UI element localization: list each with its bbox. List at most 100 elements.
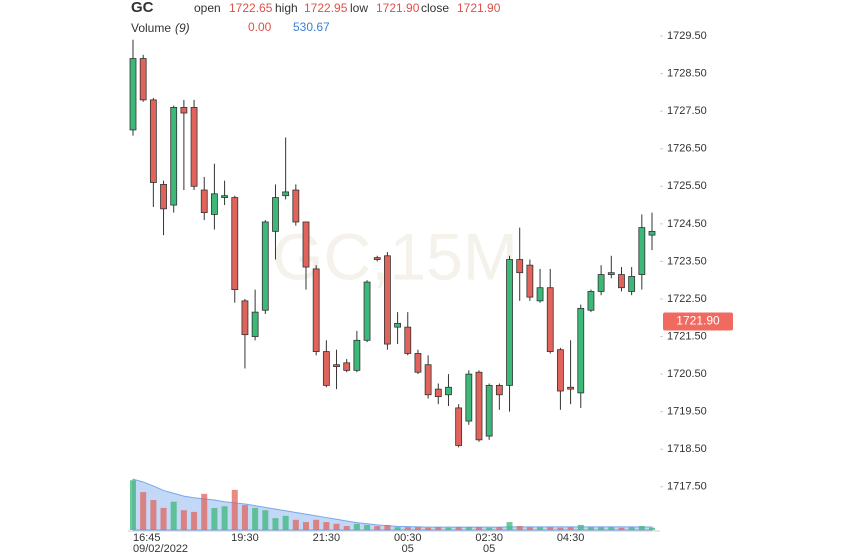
candle-body [434, 388, 442, 398]
x-date-label: 05 [483, 543, 495, 555]
candle-body [587, 291, 595, 311]
candle-body [628, 276, 636, 292]
volume-bar [628, 527, 635, 530]
volume-bar [130, 480, 136, 530]
volume-bar [221, 506, 228, 530]
candle-body [618, 274, 625, 289]
candle-body [251, 311, 259, 337]
volume-bar [577, 524, 584, 530]
volume-bar [649, 527, 655, 530]
volume-bar [506, 522, 513, 530]
candle-body [445, 386, 452, 396]
candle-body [495, 384, 503, 396]
candle-body [343, 362, 351, 371]
volume-bar [333, 523, 340, 530]
candle-body [536, 287, 544, 302]
volume-ma-area [132, 478, 653, 531]
volume-bar [252, 507, 259, 530]
y-tick-label: 1717.50 [667, 481, 707, 493]
y-tick-label: 1720.50 [667, 368, 707, 380]
candle-body [465, 373, 473, 422]
volume-bar [282, 515, 289, 530]
volume-ma-value: 530.67 [293, 20, 330, 34]
volume-bar [465, 527, 472, 530]
volume-bar [486, 527, 493, 530]
candle-body [200, 189, 208, 213]
volume-bar [292, 519, 299, 530]
volume-bar [201, 493, 208, 530]
candle-body [506, 259, 513, 386]
x-tick-label: 04:30 [557, 532, 585, 544]
x-date-label: 09/02/2022 [133, 543, 188, 555]
volume-bar [211, 507, 218, 530]
y-tick-label: 1722.50 [667, 293, 707, 305]
ohlc-name: open [194, 1, 221, 15]
candle-body [404, 326, 412, 354]
volume-bar [587, 527, 594, 530]
ohlc-value: 1722.65 [229, 1, 273, 15]
volume-bar [445, 527, 452, 530]
volume-bar [313, 519, 320, 530]
volume-bar [425, 527, 432, 530]
volume-bar [140, 492, 147, 530]
volume-bar [557, 527, 564, 530]
candle-body [333, 364, 340, 367]
candle-body [282, 191, 290, 197]
candle-body [221, 195, 228, 198]
volume-bar [374, 526, 381, 530]
volume-bar [537, 527, 544, 530]
y-tick-label: 1728.50 [667, 67, 707, 79]
candle-body [567, 386, 574, 390]
candle-body [363, 281, 371, 341]
volume-bar [496, 527, 503, 530]
volume-bar [323, 522, 330, 530]
x-tick-label: 16:45 [133, 532, 161, 544]
ohlc-name: high [275, 1, 298, 15]
volume-bar [435, 527, 442, 530]
symbol: GC [131, 0, 154, 16]
y-tick-label: 1727.50 [667, 105, 707, 117]
candle-body [557, 349, 564, 392]
volume-period: (9) [175, 21, 190, 35]
x-date-label: 05 [402, 543, 414, 555]
y-tick-label: 1725.50 [667, 180, 707, 192]
y-tick-label: 1721.50 [667, 330, 707, 342]
x-tick-label: 21:30 [313, 532, 341, 544]
volume-bar [414, 527, 421, 530]
candle-body [485, 384, 493, 437]
price-label: 1721.90 [676, 314, 720, 328]
candle-body [312, 268, 320, 352]
volume-bar [353, 523, 360, 530]
volume-bar [262, 510, 269, 530]
candle-body [302, 221, 310, 268]
candle-body [455, 407, 463, 446]
volume-bar [364, 524, 371, 530]
candle-body [261, 221, 269, 311]
candle-body [272, 197, 279, 232]
y-tick-label: 1729.50 [667, 30, 707, 42]
candle-body [414, 353, 422, 373]
candle-body [373, 257, 381, 260]
volume-bar [404, 527, 411, 530]
candle-body [516, 259, 524, 274]
volume-bar [394, 527, 401, 530]
volume-bar [343, 526, 350, 530]
volume-title: Volume [131, 21, 171, 35]
candle-body [241, 300, 249, 336]
ohlc-value: 1721.90 [376, 1, 420, 15]
x-tick-label: 02:30 [475, 532, 503, 544]
candle-body [231, 197, 239, 290]
volume-bar [476, 527, 482, 530]
ohlc-value: 1721.90 [457, 1, 501, 15]
candle-body [526, 264, 534, 298]
candle-body [597, 274, 605, 292]
y-tick-label: 1724.50 [667, 218, 707, 230]
volume-bar [191, 511, 198, 530]
volume-bar [303, 522, 309, 530]
y-tick-label: 1718.50 [667, 443, 707, 455]
volume-bar [598, 527, 605, 530]
volume-bar [516, 526, 523, 530]
candle-body [546, 287, 554, 352]
candle-body [139, 58, 147, 101]
